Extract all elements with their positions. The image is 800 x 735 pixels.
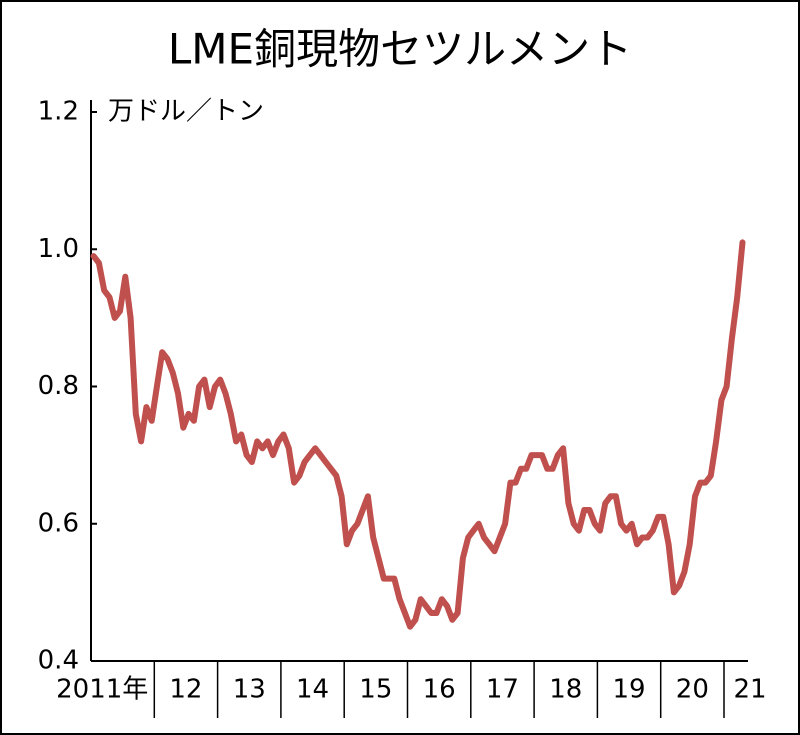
y-tick-label: 0.4 [38,646,79,676]
y-tick-label: 0.6 [38,508,79,538]
x-tick-label: 16 [423,675,456,705]
x-tick-label: 18 [549,675,582,705]
x-tick-label: 19 [613,675,646,705]
x-tick-label: 20 [676,675,709,705]
x-tick-label: 14 [296,675,329,705]
x-tick-label: 17 [486,675,519,705]
x-tick-label: 2011年 [56,675,148,705]
x-tick-label: 21 [733,675,766,705]
y-tick-label: 1.0 [38,234,79,264]
x-tick-label: 12 [169,675,202,705]
price-line [90,239,746,630]
y-tick-label: 1.2 [38,97,79,127]
chart-title: LME銅現物セツルメント [168,25,632,74]
x-tick-label: 13 [233,675,266,705]
x-tick-label: 15 [359,675,392,705]
y-axis-unit: 万ドル／トン [108,97,264,127]
y-tick-label: 0.8 [38,371,79,401]
